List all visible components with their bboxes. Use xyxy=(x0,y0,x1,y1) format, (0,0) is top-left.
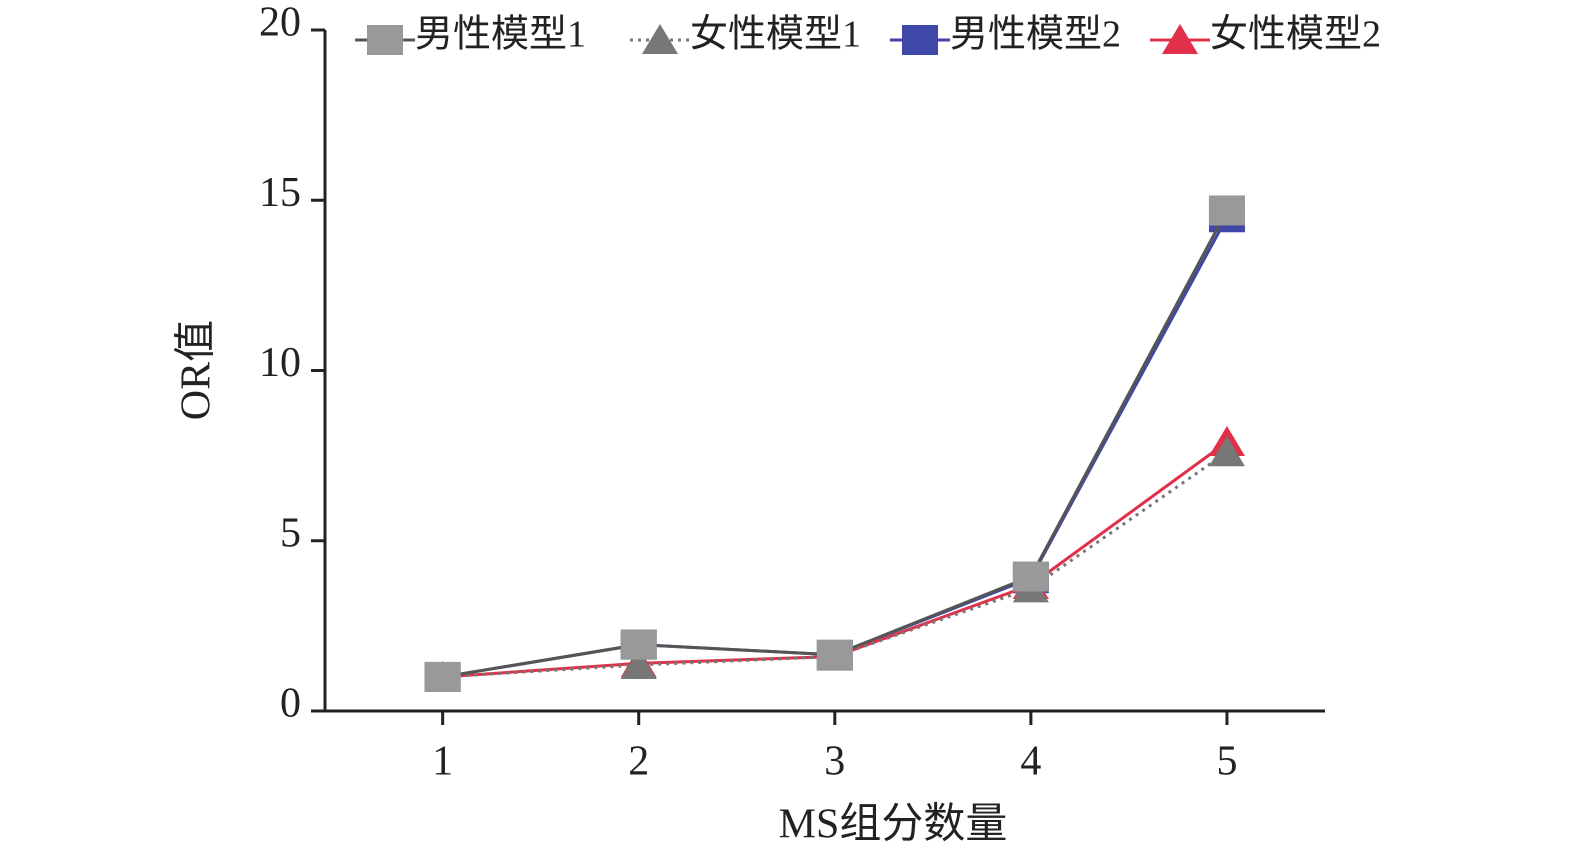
data-point xyxy=(1208,436,1245,467)
series-line xyxy=(442,216,1229,679)
data-point xyxy=(620,649,657,680)
y-tick-label: 20 xyxy=(259,0,301,46)
x-tick-label: 5 xyxy=(1216,739,1237,785)
legend-marker xyxy=(902,25,938,55)
x-tick-label: 1 xyxy=(432,739,453,785)
data-point xyxy=(620,629,657,660)
legend-label: 女性模型1 xyxy=(690,14,861,56)
x-tick-label: 2 xyxy=(628,739,649,785)
y-tick-label: 5 xyxy=(280,510,301,556)
legend-label: 男性模型1 xyxy=(415,14,586,56)
y-tick-label: 0 xyxy=(280,681,301,727)
y-axis-label: OR值 xyxy=(174,320,220,420)
data-point xyxy=(1012,561,1049,592)
legend-label: 女性模型2 xyxy=(1210,14,1381,56)
y-tick-label: 15 xyxy=(259,170,301,216)
series-line xyxy=(442,209,1229,679)
data-point xyxy=(424,661,461,692)
x-axis-label: MS组分数量 xyxy=(779,802,1008,848)
x-tick-label: 4 xyxy=(1020,739,1041,785)
y-tick-label: 10 xyxy=(259,340,301,386)
legend-label: 男性模型2 xyxy=(950,14,1121,56)
legend-marker xyxy=(1162,24,1198,54)
data-point xyxy=(816,639,853,670)
x-tick-label: 3 xyxy=(824,739,845,785)
legend-marker xyxy=(367,25,403,55)
data-point xyxy=(1208,195,1245,226)
legend-marker xyxy=(642,24,678,54)
